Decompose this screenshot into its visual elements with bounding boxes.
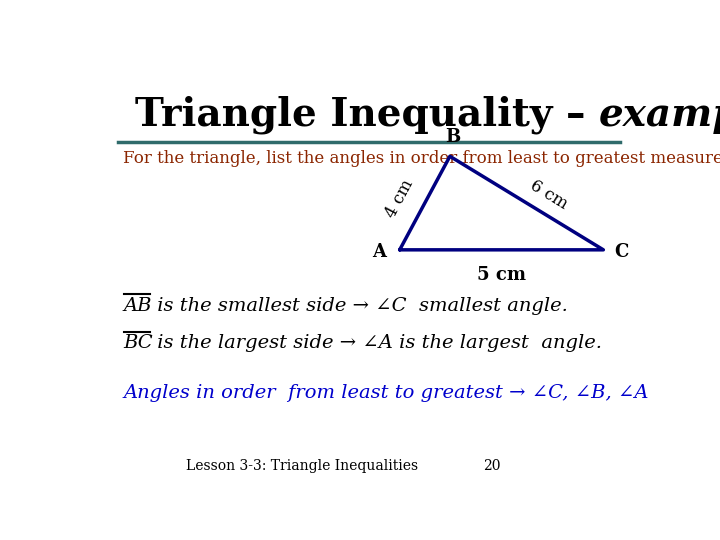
Text: examples…: examples… <box>598 96 720 134</box>
Text: is the l​arg​est side → ∠A is the l​arg​est  angle.: is the l​arg​est side → ∠A is the l​arg​… <box>151 334 603 353</box>
Text: 4 cm: 4 cm <box>382 177 417 221</box>
Text: B: B <box>445 128 460 146</box>
Text: AB: AB <box>124 297 152 315</box>
Text: A: A <box>372 243 386 261</box>
Text: 5 cm: 5 cm <box>477 266 526 284</box>
Text: Angles in order  from least to greatest → ∠C, ∠B, ∠A: Angles in order from least to greatest →… <box>124 384 649 402</box>
Text: Triangle Inequality –: Triangle Inequality – <box>135 96 598 134</box>
Text: Triangle Inequality –: Triangle Inequality – <box>135 96 598 134</box>
Text: BC: BC <box>124 334 153 353</box>
Text: 6 cm: 6 cm <box>527 177 571 213</box>
Text: is the smallest side → ∠C  smallest angle.: is the smallest side → ∠C smallest angle… <box>151 297 568 315</box>
Text: C: C <box>615 243 629 261</box>
Text: Lesson 3-3: Triangle Inequalities: Lesson 3-3: Triangle Inequalities <box>186 459 418 473</box>
Text: 20: 20 <box>483 459 500 473</box>
Text: For the triangle, list the angles in order from least to greatest measure.: For the triangle, list the angles in ord… <box>124 150 720 167</box>
